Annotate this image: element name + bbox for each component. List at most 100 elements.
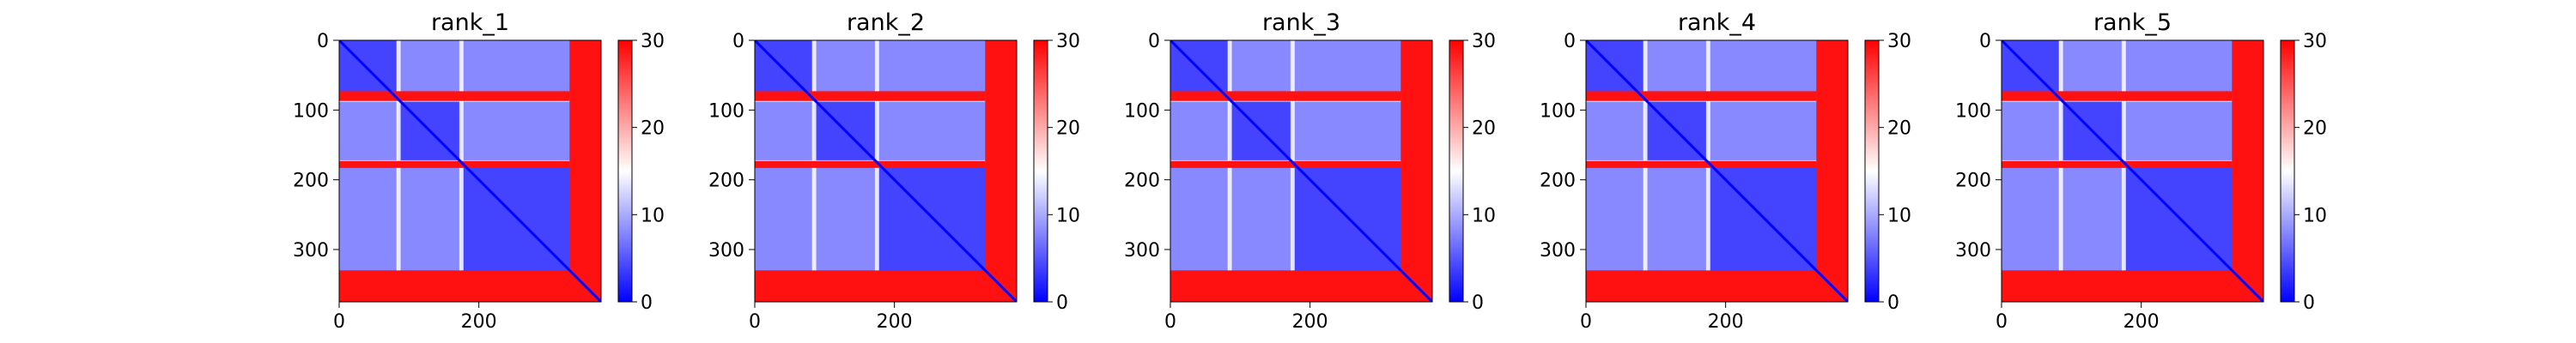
colorbar-tick-label: 30 [1056, 31, 1080, 52]
heatmap-block [2002, 162, 2062, 271]
y-tick-label: 200 [1124, 171, 1160, 192]
heatmap-block [1586, 162, 1646, 271]
heatmap-tail-column [1816, 40, 1848, 302]
y-tick-label: 300 [1540, 240, 1576, 262]
heatmap-gap-column [1643, 40, 1648, 271]
heatmap-gap-column [1227, 40, 1232, 271]
colorbar [1864, 39, 1880, 303]
heatmap-block [877, 40, 986, 100]
y-tick-label: 0 [732, 31, 744, 52]
heatmap-block [1708, 99, 1817, 163]
colorbar-tick-label: 30 [641, 31, 665, 52]
heatmap-block [1292, 99, 1401, 163]
heatmap-linker-row [1170, 160, 1401, 168]
heatmap-block [2061, 40, 2124, 100]
y-tick-label: 100 [708, 100, 744, 122]
colorbar-tick-label: 20 [2303, 118, 2327, 140]
heatmap-block [1586, 99, 1646, 163]
heatmap-block [755, 99, 815, 163]
y-tick-label: 300 [708, 240, 744, 262]
heatmap-linker-row [1586, 160, 1817, 168]
heatmap-linker-row [1170, 91, 1401, 101]
heatmap-block [1645, 40, 1709, 100]
axes-frame [754, 39, 1018, 303]
subplot-title: rank_5 [2093, 9, 2172, 36]
heatmap-block [398, 162, 462, 271]
heatmap-gap-column [2121, 40, 2126, 271]
heatmap-block [461, 99, 570, 163]
heatmap-block [2002, 99, 2062, 163]
heatmap-linker-row [339, 91, 570, 101]
y-tick-label: 300 [1955, 240, 1991, 262]
heatmap-block [339, 162, 399, 271]
heatmap-linker-row [2002, 91, 2233, 101]
heatmap-block [814, 162, 878, 271]
heatmap-cells [1586, 40, 1848, 302]
axes-frame [338, 39, 602, 303]
colorbar-tick-label: 10 [1887, 205, 1911, 226]
subplot-title: rank_2 [847, 9, 925, 36]
x-tick-label: 0 [749, 311, 761, 333]
colorbar-tick-label: 20 [1056, 118, 1080, 140]
heatmap-tail-column [985, 40, 1017, 302]
colorbar-tick-label: 0 [2303, 292, 2315, 314]
heatmap-block [1170, 99, 1230, 163]
heatmap-block [814, 40, 878, 100]
subplot-title: rank_3 [1262, 9, 1340, 36]
heatmap-linker-row [2002, 160, 2233, 168]
heatmap-block [461, 40, 570, 100]
colorbar-tick-label: 0 [1056, 292, 1068, 314]
y-tick-label: 200 [708, 171, 744, 192]
heatmap-gap-column [1290, 40, 1295, 271]
pae-panel-2: rank_2 0 200 0 100 200 300 0 10 20 30 [708, 9, 1080, 333]
colorbar [1449, 39, 1464, 303]
heatmap-block [1708, 40, 1817, 100]
heatmap-block [1170, 162, 1230, 271]
heatmap-cells [2002, 40, 2263, 302]
heatmap-cells [339, 40, 601, 302]
heatmap-gap-column [459, 40, 464, 271]
axes-frame [1585, 39, 1849, 303]
x-tick-label: 0 [1580, 311, 1592, 333]
heatmap-tail-row [1586, 270, 1848, 302]
y-tick-label: 300 [1124, 240, 1160, 262]
y-tick-label: 0 [1979, 31, 1991, 52]
heatmap-block [755, 162, 815, 271]
colorbar-tick-label: 30 [1472, 31, 1496, 52]
heatmap-tail-row [2002, 270, 2263, 302]
pae-panel-4: rank_4 0 200 0 100 200 300 0 10 20 30 [1540, 9, 1911, 333]
heatmap-block [2123, 40, 2233, 100]
y-tick-label: 300 [293, 240, 329, 262]
heatmap-gap-column [396, 40, 401, 271]
heatmap-gap-column [811, 40, 817, 271]
heatmap-gap-column [874, 40, 879, 271]
colorbar-tick-label: 0 [641, 292, 653, 314]
heatmap-diagonal [339, 40, 601, 302]
x-tick-label: 200 [877, 311, 913, 333]
heatmap-linker-row [1586, 91, 1817, 101]
y-tick-label: 0 [1564, 31, 1576, 52]
colorbar-tick-label: 20 [1887, 118, 1911, 140]
colorbar-tick-label: 10 [1472, 205, 1496, 226]
colorbar [617, 39, 633, 303]
heatmap-tail-column [569, 40, 601, 302]
heatmap-block [1230, 40, 1293, 100]
x-tick-label: 200 [461, 311, 497, 333]
y-tick-label: 200 [1540, 171, 1576, 192]
heatmap-tail-row [1170, 270, 1432, 302]
pae-panel-1: rank_1 0 200 0 100 200 300 0 10 20 30 [293, 9, 665, 333]
x-tick-label: 200 [1708, 311, 1744, 333]
subplot-title: rank_1 [431, 9, 509, 36]
y-tick-label: 100 [293, 100, 329, 122]
y-tick-label: 0 [1148, 31, 1160, 52]
y-tick-label: 100 [1955, 100, 1991, 122]
heatmap-block [1230, 162, 1293, 271]
heatmap-diagonal [1586, 40, 1848, 302]
heatmap-gap-column [2058, 40, 2063, 271]
heatmap-block [1292, 40, 1401, 100]
axes-frame [1170, 39, 1433, 303]
heatmap-tail-row [339, 270, 601, 302]
colorbar-tick-label: 0 [1887, 292, 1899, 314]
colorbar-tick-label: 20 [641, 118, 665, 140]
colorbar-tick-label: 0 [1472, 292, 1484, 314]
